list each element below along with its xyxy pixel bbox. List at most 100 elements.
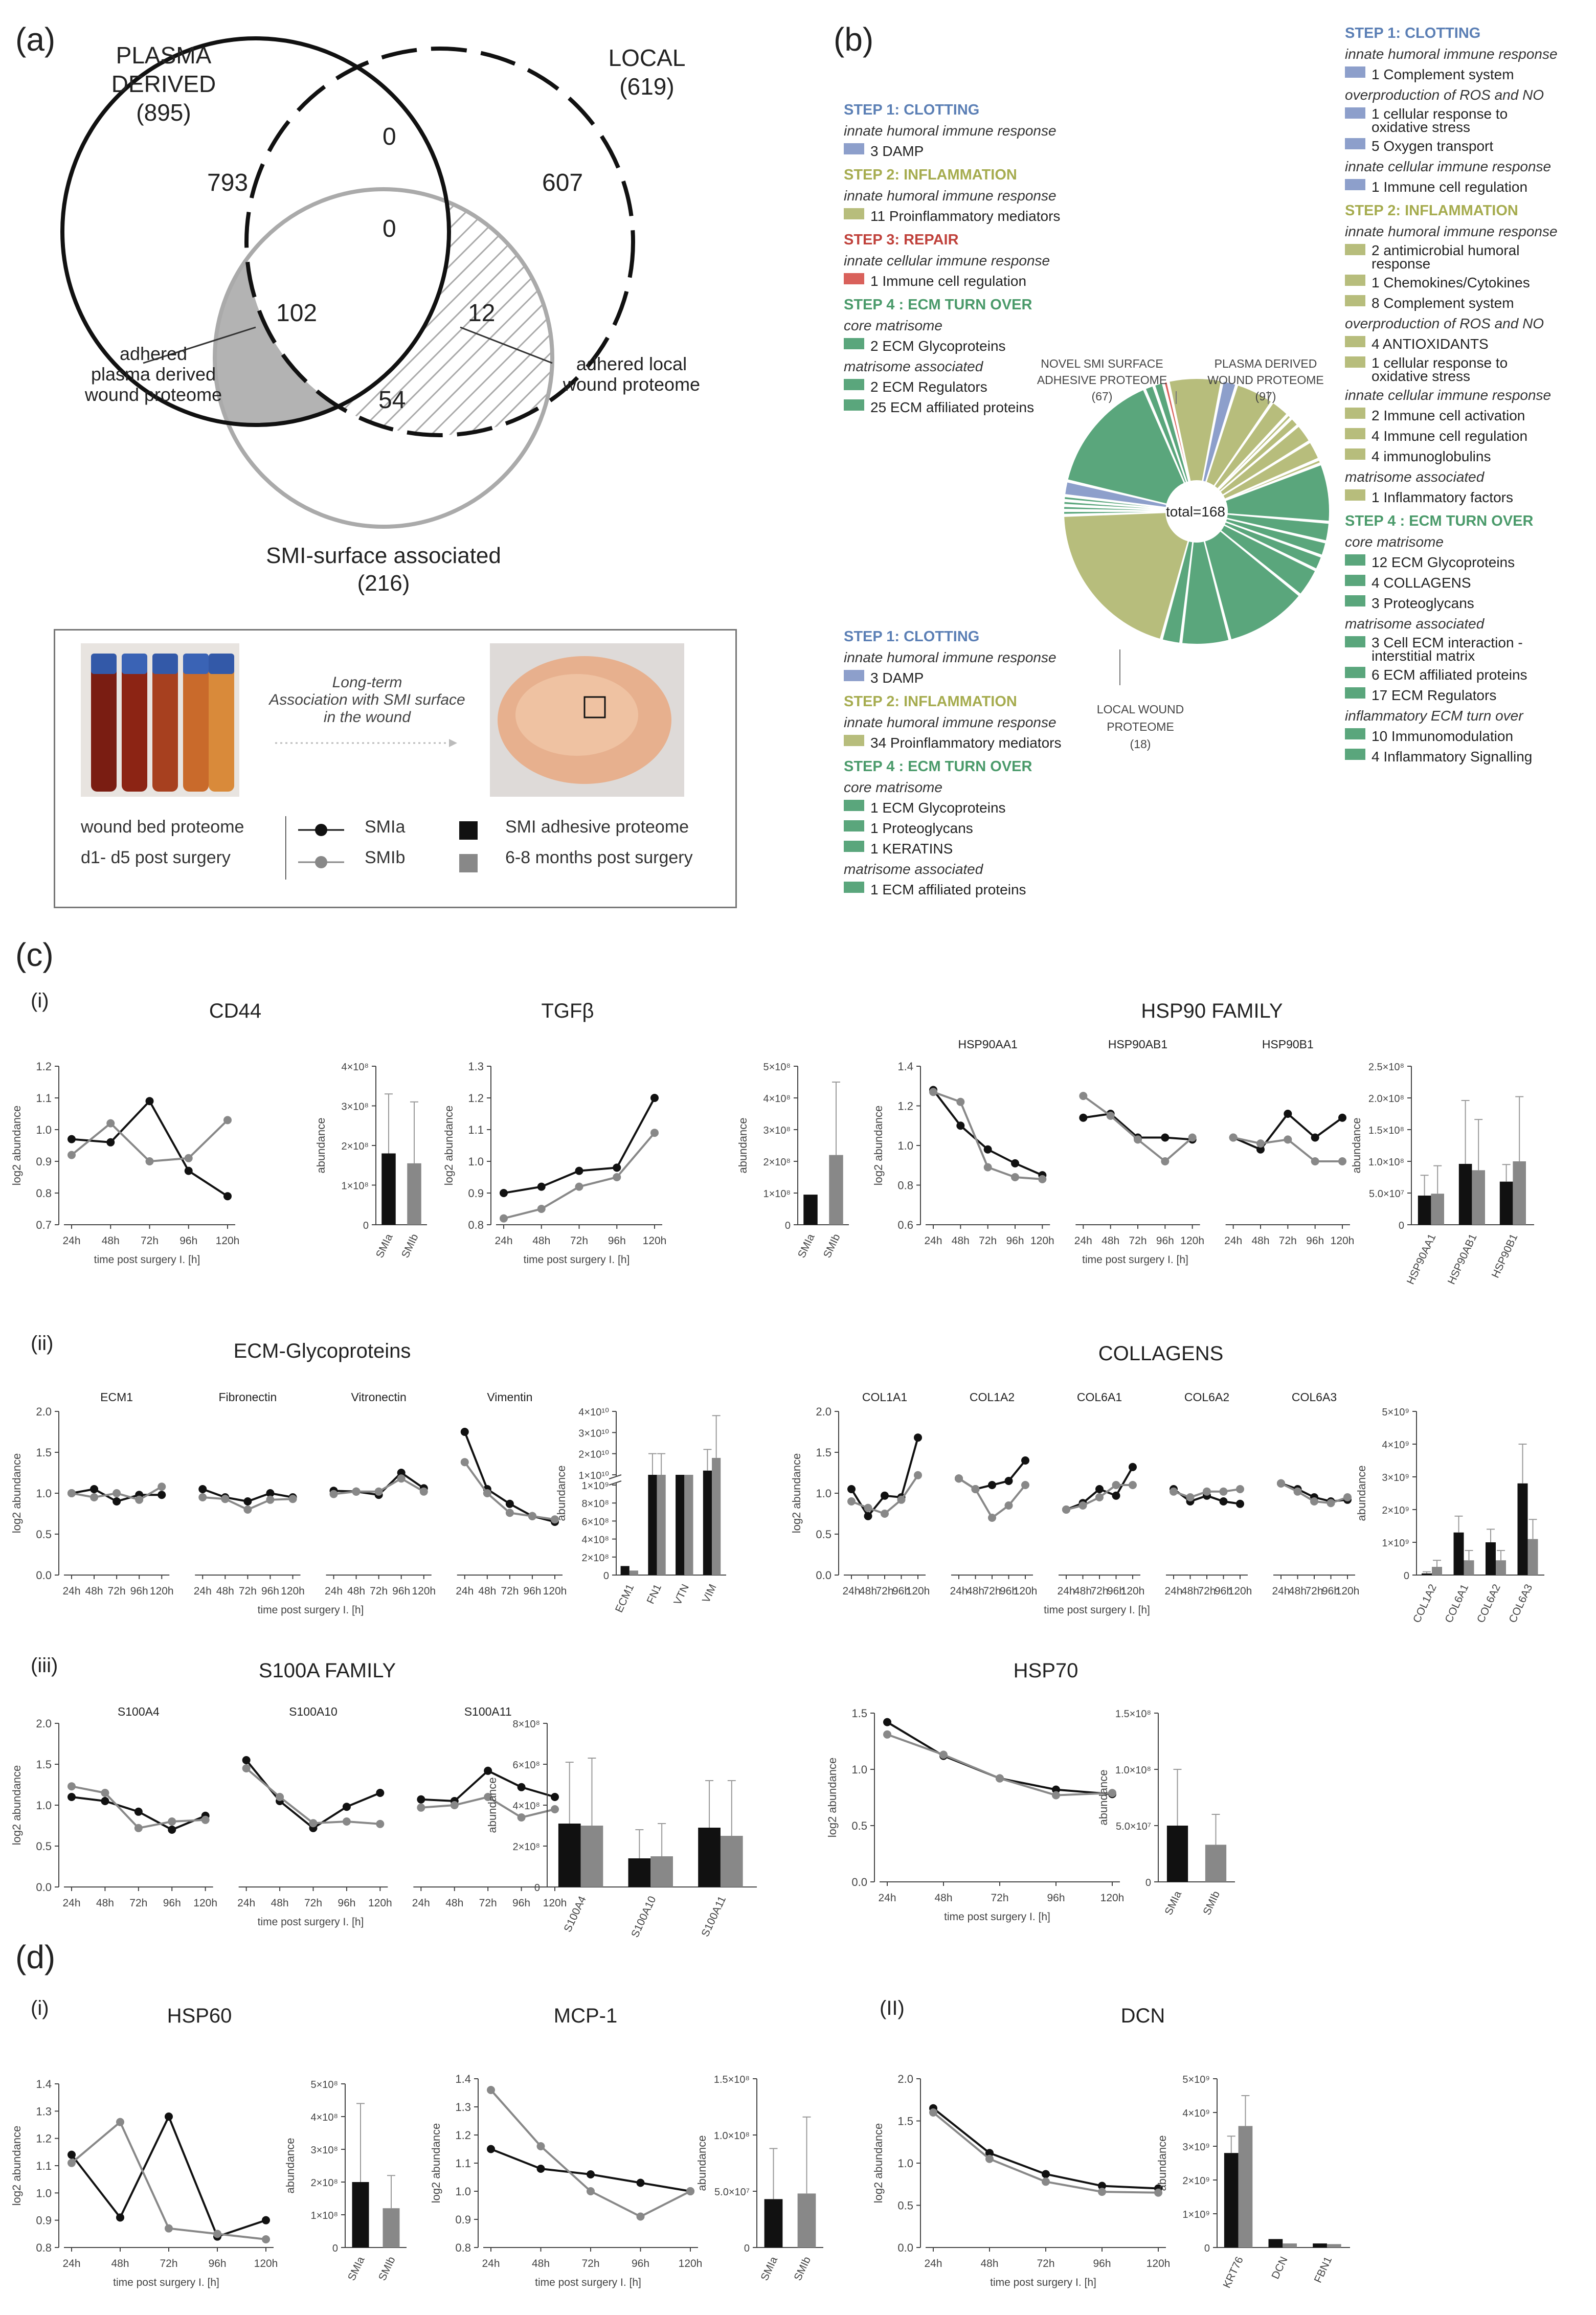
bar-smia [381, 1153, 396, 1225]
legend-item-label: 1 KERATINS [870, 841, 953, 857]
legend-category: matrisome associated [1345, 469, 1485, 485]
legend-item-label: 25 ECM affiliated proteins [870, 399, 1035, 415]
x-axis-label: time post surgery I. [h] [535, 2277, 641, 2288]
data-point-smia [243, 1497, 252, 1505]
data-point-smib [243, 1505, 252, 1514]
x-tick-label: 72h [1037, 2258, 1054, 2269]
bar-smia [1224, 2153, 1239, 2247]
legend-item-label: 3 Proteoglycans [1372, 595, 1474, 611]
data-point-smia [636, 2178, 645, 2187]
pie-slice [1063, 512, 1189, 640]
venn-circle-plasma [60, 36, 451, 427]
y-axis-label: log2 abundance [10, 1106, 23, 1186]
y-tick-label: 1.2 [455, 2129, 471, 2142]
bar-smib [383, 2208, 400, 2247]
y-tick-label: 0.7 [36, 1219, 52, 1231]
bar-smib [1205, 1845, 1227, 1882]
data-point-smib [551, 1805, 559, 1813]
chart-title: HSP70 [1014, 1659, 1078, 1682]
legend-left-top: STEP 1: CLOTTING innate humoral immune re… [844, 95, 1130, 420]
pie-novel-3: (67) [1091, 390, 1113, 403]
x-tick-label: 96h [163, 1897, 181, 1909]
x-tick-label: 48h [1074, 1585, 1092, 1597]
bar-smia [1313, 2243, 1327, 2247]
x-tick-label: 96h [1322, 1585, 1340, 1597]
legend-item: 1 Proteoglycans [844, 820, 1130, 837]
x-tick-label: 24h [62, 2258, 80, 2269]
arrow-text: Long-term Association with SMI surface i… [260, 674, 475, 726]
data-point-smib [1042, 2177, 1050, 2186]
data-point-smia [68, 2150, 76, 2159]
data-point-smib [883, 1730, 891, 1739]
x-axis-label: time post surgery I. [h] [944, 1911, 1050, 1923]
y-axis-label: abundance [1355, 1466, 1368, 1521]
legend-category: innate humoral immune response [844, 649, 1056, 665]
y-tick-label: 1.0 [36, 2187, 52, 2199]
series-line-smia [463, 1431, 555, 1523]
x-tick-label: 96h [1156, 1235, 1174, 1247]
data-point-smib [864, 1503, 872, 1512]
data-point-smia [1236, 1499, 1244, 1508]
x-tick-label: 96h [1215, 1585, 1232, 1597]
data-point-smib [1095, 1493, 1104, 1501]
x-tick-label: 120h [1336, 1585, 1360, 1597]
pie-local-1: LOCAL WOUND [1096, 703, 1184, 716]
legend-item: 2 antimicrobial humoral response [1345, 243, 1590, 271]
data-point-smia [1042, 2170, 1050, 2178]
y-tick-label: 2.5×10⁸ [1368, 1062, 1404, 1073]
x-tick-label: 120h [906, 1585, 930, 1597]
venn-plasma-line2: DERIVED [111, 71, 216, 97]
y-axis-label: log2 abundance [442, 1106, 455, 1186]
data-point-smia [198, 1485, 207, 1493]
smi-label-count: (216) [357, 571, 410, 596]
legend-item-line2: oxidative stress [1372, 119, 1470, 135]
callout-local-2: wound proteome [563, 374, 701, 395]
x-tick-label: 72h [979, 1235, 997, 1247]
x-category-label: COL1A2 [1411, 1582, 1439, 1625]
data-point-smib [551, 1515, 559, 1524]
y-tick-label: 1.0 [468, 1155, 484, 1168]
chart-title: HSP90 FAMILY [1141, 1000, 1283, 1022]
legend-item: 11 Proinflammatory mediators [844, 208, 1130, 224]
x-tick-label: 120h [643, 1235, 667, 1247]
x-tick-label: 48h [980, 2258, 998, 2269]
x-tick-label: 96h [608, 1235, 626, 1247]
data-point-smia [983, 1145, 992, 1154]
legend-item-line1: 1 cellular response to [1372, 106, 1508, 122]
y-axis-label: log2 abundance [10, 1453, 23, 1534]
legend-item: 2 ECM Regulators [844, 379, 1130, 395]
x-axis-label: time post surgery I. [h] [1082, 1254, 1188, 1266]
axis-break [610, 1477, 726, 1483]
data-point-smib [484, 1793, 492, 1801]
callout-plasma-3: wound proteome [84, 384, 222, 405]
series-line-smib [245, 1767, 380, 1825]
data-point-smib [376, 1819, 385, 1828]
panel-label-d: (d) [15, 1939, 56, 1975]
legend-item-label: 6 ECM affiliated proteins [1372, 667, 1527, 683]
data-point-smib [101, 1789, 109, 1797]
data-point-smia [101, 1797, 109, 1805]
x-tick-label: 24h [325, 1585, 343, 1597]
legend-swatch [1345, 728, 1365, 739]
legend-item-label: 2 ECM Glycoproteins [870, 338, 1006, 354]
legend-item-label: 34 Proinflammatory mediators [870, 735, 1062, 751]
data-point-smib [184, 1154, 193, 1162]
legend-item-label: 1 ECM affiliated proteins [870, 882, 1026, 897]
bar-smib [797, 2193, 816, 2247]
venn-count-local-smi: 12 [468, 300, 496, 327]
legend-item: 1 Immune cell regulation [844, 273, 1130, 289]
y-tick-label: 5×10⁹ [1182, 2074, 1210, 2085]
data-point-smib [1284, 1135, 1292, 1144]
x-category-label: COL6A1 [1443, 1582, 1471, 1625]
y-tick-label: 1.4 [897, 1060, 913, 1073]
x-category-label: S100A10 [629, 1894, 658, 1939]
panel-label-d-i: (i) [31, 1997, 49, 2019]
legend-swatch [1345, 687, 1365, 699]
data-point-smia [505, 1499, 514, 1508]
legend-right: STEP 1: CLOTTING innate humoral immune re… [1345, 18, 1590, 769]
data-point-smib [68, 2159, 76, 2167]
data-point-smia [184, 1166, 193, 1175]
pie-slice [1224, 464, 1330, 522]
y-tick-label: 3×10⁹ [1182, 2142, 1210, 2153]
x-tick-label: 72h [1279, 1235, 1297, 1247]
